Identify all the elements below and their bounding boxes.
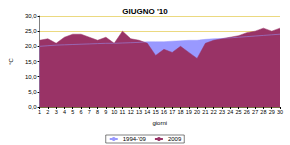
- svg-text:20,0: 20,0: [25, 43, 37, 49]
- svg-text:19: 19: [186, 109, 192, 115]
- svg-text:27: 27: [252, 109, 258, 115]
- svg-text:14: 14: [144, 109, 150, 115]
- svg-text:22: 22: [211, 109, 217, 115]
- svg-text:9: 9: [104, 109, 107, 115]
- svg-text:23: 23: [219, 109, 225, 115]
- svg-text:29: 29: [269, 109, 275, 115]
- svg-text:24: 24: [227, 109, 233, 115]
- svg-text:21: 21: [202, 109, 208, 115]
- svg-text:15: 15: [153, 109, 159, 115]
- svg-text:10: 10: [111, 109, 117, 115]
- svg-text:18: 18: [177, 109, 183, 115]
- svg-text:1994-'09: 1994-'09: [123, 136, 147, 142]
- svg-text:1: 1: [38, 109, 41, 115]
- svg-text:26: 26: [244, 109, 250, 115]
- svg-text:5,0: 5,0: [28, 89, 37, 95]
- svg-text:8: 8: [96, 109, 99, 115]
- svg-text:2: 2: [46, 109, 49, 115]
- svg-text:6: 6: [79, 109, 82, 115]
- svg-text:30,0: 30,0: [25, 13, 37, 19]
- svg-text:5: 5: [71, 109, 74, 115]
- svg-text:28: 28: [260, 109, 266, 115]
- svg-text:25: 25: [235, 109, 241, 115]
- svg-text:17: 17: [169, 109, 175, 115]
- svg-text:GIUGNO '10: GIUGNO '10: [122, 7, 168, 16]
- svg-text:giorni: giorni: [152, 120, 167, 126]
- svg-text:11: 11: [120, 109, 126, 115]
- svg-text:2009: 2009: [168, 136, 182, 142]
- svg-text:20: 20: [194, 109, 200, 115]
- svg-text:30: 30: [277, 109, 283, 115]
- svg-text:12: 12: [128, 109, 134, 115]
- svg-text:7: 7: [88, 109, 91, 115]
- svg-text:15,0: 15,0: [25, 59, 37, 65]
- svg-text:13: 13: [136, 109, 142, 115]
- svg-text:3: 3: [55, 109, 58, 115]
- svg-text:16: 16: [161, 109, 167, 115]
- svg-text:0,0: 0,0: [28, 104, 37, 110]
- svg-text:25,0: 25,0: [25, 28, 37, 34]
- svg-text:10,0: 10,0: [25, 74, 37, 80]
- svg-text:°C: °C: [8, 57, 14, 64]
- svg-text:4: 4: [63, 109, 66, 115]
